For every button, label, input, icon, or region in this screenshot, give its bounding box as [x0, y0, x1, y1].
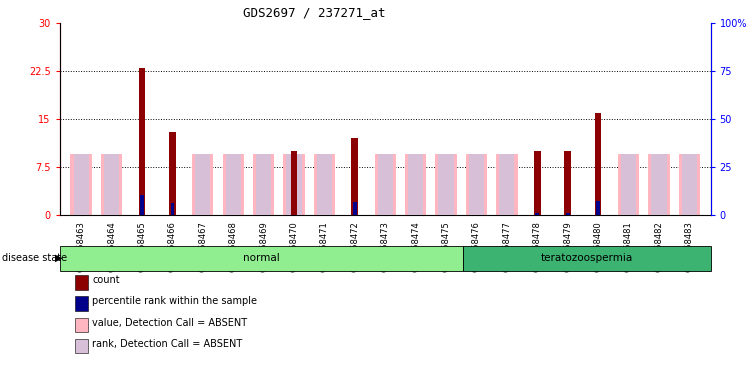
Bar — [408, 154, 423, 215]
Bar — [195, 154, 210, 215]
Bar — [469, 154, 484, 215]
Bar — [435, 154, 457, 215]
Bar — [621, 154, 636, 215]
Bar — [652, 154, 666, 215]
Bar — [256, 154, 272, 215]
Bar — [60, 246, 463, 271]
Bar — [317, 154, 332, 215]
Bar — [681, 154, 697, 215]
Text: count: count — [92, 275, 120, 285]
Bar — [313, 154, 335, 215]
Bar — [70, 154, 92, 215]
Text: GDS2697 / 237271_at: GDS2697 / 237271_at — [243, 6, 385, 19]
Bar — [223, 154, 244, 215]
Text: percentile rank within the sample: percentile rank within the sample — [92, 296, 257, 306]
Bar — [378, 154, 393, 215]
Bar — [405, 154, 426, 215]
Bar — [286, 154, 301, 215]
Bar — [375, 154, 396, 215]
Bar — [618, 154, 639, 215]
Bar — [534, 151, 541, 215]
Bar — [595, 113, 601, 215]
Text: rank, Detection Call = ABSENT: rank, Detection Call = ABSENT — [92, 339, 242, 349]
Bar — [192, 154, 213, 215]
Bar — [291, 151, 298, 215]
Text: ▶: ▶ — [55, 253, 62, 263]
Bar — [226, 154, 241, 215]
Bar — [678, 154, 700, 215]
Text: teratozoospermia: teratozoospermia — [541, 253, 633, 263]
Bar — [499, 154, 515, 215]
Bar — [352, 138, 358, 215]
Bar — [104, 154, 119, 215]
Text: normal: normal — [243, 253, 280, 263]
Bar — [169, 132, 176, 215]
Bar — [565, 213, 569, 215]
Bar — [101, 154, 122, 215]
Bar — [171, 203, 174, 215]
Bar — [564, 151, 571, 215]
Bar — [536, 213, 539, 215]
Bar — [283, 154, 304, 215]
Bar — [253, 154, 275, 215]
Bar — [496, 154, 518, 215]
Text: disease state: disease state — [2, 253, 67, 263]
Bar — [466, 154, 487, 215]
Bar — [138, 68, 145, 215]
Text: value, Detection Call = ABSENT: value, Detection Call = ABSENT — [92, 318, 247, 328]
Bar — [463, 246, 711, 271]
Bar — [73, 154, 89, 215]
Bar — [438, 154, 453, 215]
Bar — [140, 195, 144, 215]
Bar — [596, 200, 600, 215]
Bar — [649, 154, 669, 215]
Bar — [353, 202, 357, 215]
